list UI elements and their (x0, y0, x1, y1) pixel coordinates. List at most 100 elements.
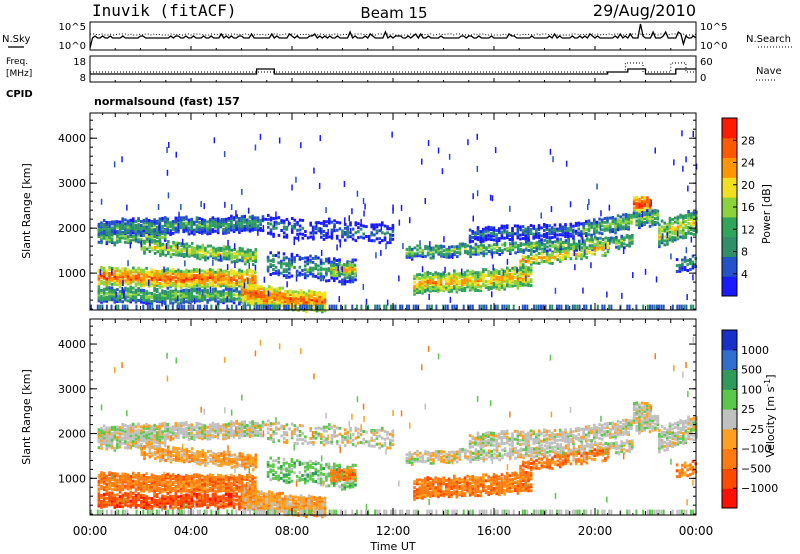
power-cell (450, 285, 453, 289)
power-cell (230, 282, 233, 286)
power-cell (147, 235, 151, 239)
velocity-cell (118, 426, 122, 430)
power-cell (187, 279, 191, 283)
power-cell (140, 233, 143, 237)
power-cell (482, 274, 485, 278)
power-cell (190, 231, 193, 235)
velocity-cell (208, 425, 212, 429)
velocity-cell (206, 433, 209, 437)
power-cell (110, 267, 114, 270)
power-cell (251, 255, 255, 259)
velocity-cell (243, 422, 246, 426)
power-cell (623, 242, 626, 246)
power-cell (527, 242, 531, 246)
power-cell (230, 284, 233, 288)
power-cell (487, 237, 490, 241)
power-cell (293, 218, 297, 222)
power-cell (632, 196, 636, 200)
power-cell (519, 244, 523, 247)
power-cell (559, 241, 562, 245)
power-cell (230, 293, 233, 297)
power-cell (118, 296, 122, 299)
power-cell (442, 253, 446, 257)
power-cell (468, 288, 472, 292)
power-cell (190, 297, 193, 301)
power-cell (585, 228, 588, 232)
power-cell (521, 265, 525, 269)
power-cell (668, 224, 672, 228)
power-cell (306, 274, 310, 278)
power-cell (391, 229, 395, 233)
power-cell (230, 220, 233, 224)
power-cell (349, 235, 352, 239)
power-cell (567, 253, 570, 256)
power-cell (484, 228, 488, 232)
power-cell (490, 279, 493, 283)
power-cell (97, 282, 101, 286)
power-cell (294, 304, 297, 310)
power-cell (529, 230, 533, 233)
power-cell (201, 231, 204, 235)
power-cell (522, 250, 525, 254)
power-cell (96, 304, 99, 310)
velocity-cell (190, 431, 193, 435)
power-x-ticks (89, 46, 697, 310)
power-cell (479, 273, 483, 277)
power-cell (257, 299, 260, 302)
power-cell (235, 250, 239, 254)
power-cell (198, 299, 201, 303)
power-cell (561, 233, 565, 237)
power-cell (593, 220, 596, 224)
power-cell (580, 242, 584, 246)
power-cell (240, 275, 244, 279)
power-cell (312, 237, 315, 241)
velocity-cell (166, 426, 170, 430)
power-cell (244, 283, 247, 287)
power-cell (340, 264, 344, 268)
velocity-cell (153, 429, 156, 433)
power-cell (679, 221, 682, 225)
power-cell (344, 304, 347, 310)
power-cell (608, 204, 611, 211)
power-cell (153, 295, 156, 299)
power-cell (516, 230, 520, 234)
power-cell (145, 237, 149, 241)
power-cell (248, 270, 252, 274)
power-cell (105, 223, 109, 226)
power-cell (495, 243, 499, 247)
power-cell (251, 214, 254, 218)
power-cell (241, 291, 245, 295)
velocity-cell (97, 428, 101, 432)
power-cell (110, 298, 114, 302)
power-cell (190, 283, 193, 287)
power-cell (150, 295, 154, 299)
velocity-cell (182, 427, 185, 431)
power-cell (132, 276, 135, 280)
power-cell (230, 278, 233, 282)
power-cell (450, 281, 453, 285)
power-cell (413, 274, 416, 278)
power-cell (445, 287, 448, 291)
power-cell (248, 282, 252, 286)
power-cell (187, 296, 191, 300)
power-cell (171, 304, 174, 310)
power-cell (527, 255, 530, 259)
power-cell (163, 290, 167, 293)
power-cell (195, 270, 199, 273)
power-cell (311, 256, 315, 260)
power-cell (142, 218, 146, 222)
power-cell (474, 277, 477, 281)
power-cell (348, 271, 351, 275)
power-cell (599, 224, 602, 231)
power-cell (102, 222, 106, 226)
power-cell (214, 223, 217, 227)
power-cell (286, 294, 290, 298)
power-cell (469, 304, 472, 310)
power-cell (105, 304, 108, 310)
power-cell (97, 230, 101, 234)
power-cell (330, 228, 334, 232)
power-cell (198, 253, 202, 257)
power-cell (527, 278, 530, 282)
power-cell (443, 236, 445, 243)
